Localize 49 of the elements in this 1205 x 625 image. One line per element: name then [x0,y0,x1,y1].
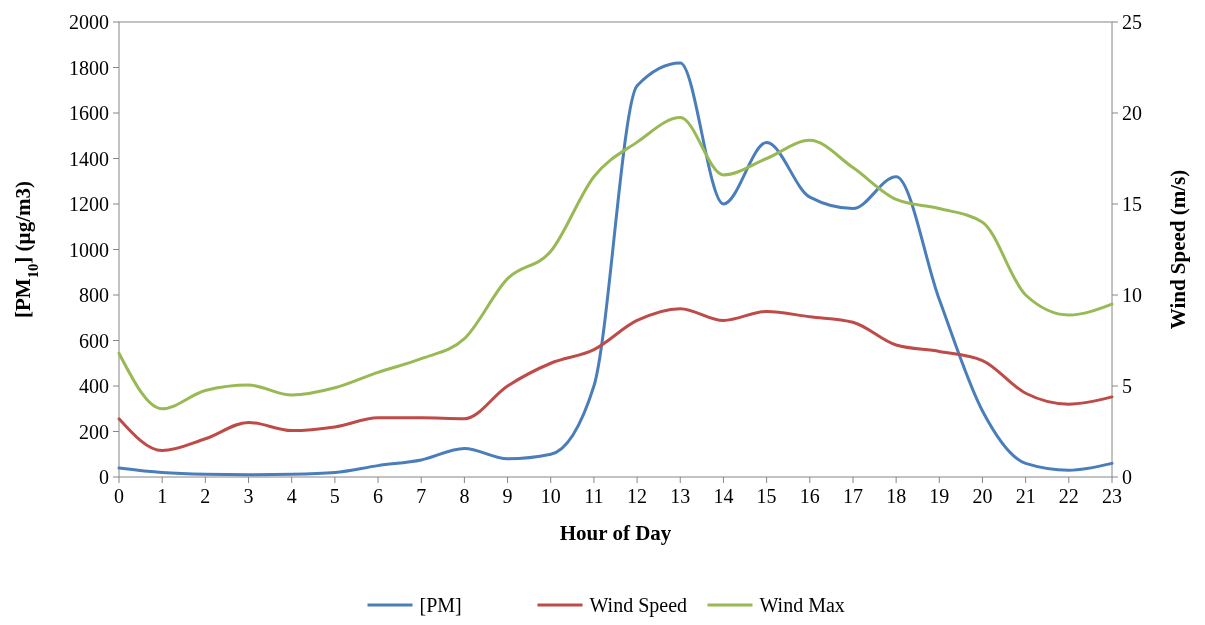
y-tick-label: 1600 [69,102,109,124]
x-tick-label: 20 [972,485,993,507]
x-tick-label: 3 [243,485,254,507]
x-tick-label: 16 [799,485,820,507]
y2-tick-label: 25 [1122,11,1142,33]
y-tick-label: 200 [79,420,109,443]
y2-axis-title: Wind Speed (m/s) [1166,169,1190,330]
x-tick-label: 8 [459,485,470,507]
x-tick-label: 14 [713,485,734,507]
y-tick-label: 1200 [69,193,109,215]
x-tick-label: 10 [540,485,561,507]
line-series [117,116,1114,411]
line-series [117,61,1114,477]
y-tick-label: 1800 [69,56,109,79]
x-tick-label: 6 [373,485,384,507]
x-tick-label: 17 [842,485,863,507]
x-tick-label: 9 [502,485,513,507]
x-tick-label: 23 [1102,485,1122,507]
x-tick-label: 18 [886,485,907,507]
y-tick-label: 800 [79,284,109,306]
legend-label: Wind Speed [589,594,688,617]
y-tick-label: 0 [99,466,109,488]
y2-tick-label: 10 [1122,284,1142,306]
x-tick-label: 11 [584,485,604,507]
y-tick-label: 1400 [69,147,109,170]
y2-tick-label: 15 [1122,193,1142,215]
y-tick-label: 400 [79,375,109,397]
x-tick-label: 7 [416,485,427,507]
legend-label: Wind Max [759,594,845,616]
y2-tick-label: 5 [1122,375,1132,397]
x-tick-label: 22 [1058,485,1079,507]
x-tick-label: 4 [286,485,297,507]
x-tick-label: 15 [756,485,777,507]
x-tick-label: 21 [1015,485,1036,507]
y-tick-label: 2000 [69,11,109,33]
x-tick-label: 5 [329,485,340,507]
x-tick-label: 2 [200,485,211,507]
x-tick-label: 12 [627,485,648,507]
y-tick-label: 600 [79,329,109,352]
y2-tick-label: 20 [1122,102,1142,124]
line-series [117,307,1114,453]
x-tick-label: 13 [670,485,691,507]
y2-tick-label: 0 [1122,466,1132,488]
x-tick-label: 1 [157,485,168,507]
x-tick-label: 19 [929,485,950,507]
y-tick-label: 1000 [69,238,109,261]
x-axis-title: Hour of Day [559,521,672,545]
x-tick-label: 0 [114,485,124,507]
legend-label: [PM] [419,594,462,616]
